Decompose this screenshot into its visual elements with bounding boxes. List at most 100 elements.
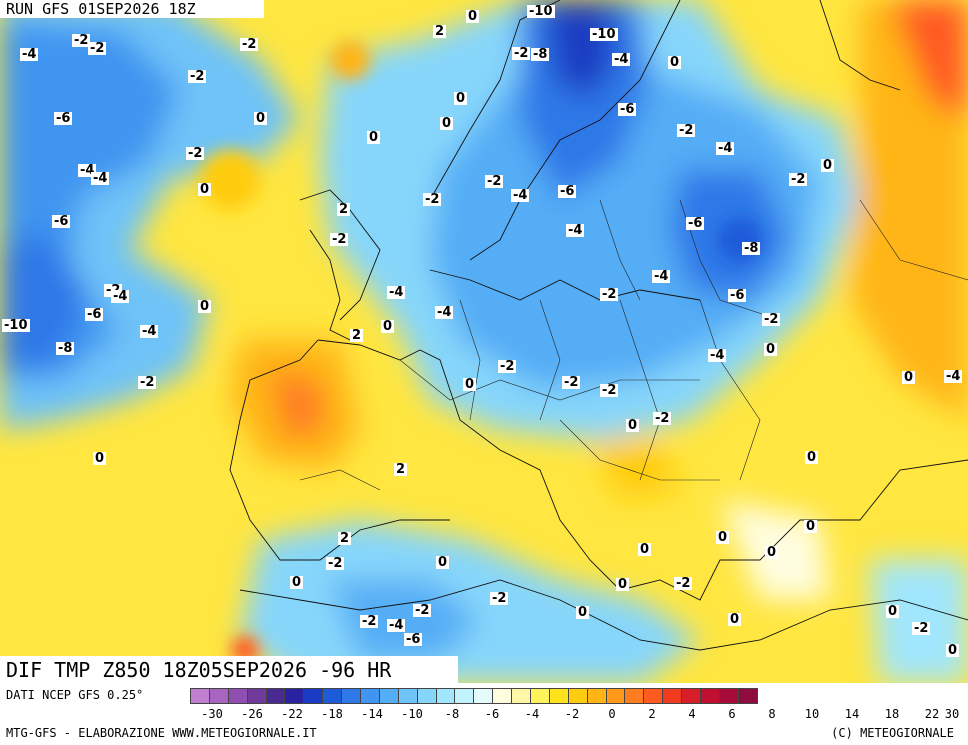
isoline-value: 0 — [886, 604, 900, 619]
color-scale-tick: 0 — [608, 707, 616, 721]
isoline-value: -4 — [612, 52, 631, 67]
isoline-value: -6 — [686, 216, 705, 231]
color-scale-tick: 30 — [944, 707, 960, 721]
isoline-value: 0 — [804, 519, 818, 534]
data-source-label: DATI NCEP GFS 0.25° — [6, 688, 144, 702]
isoline-value: -2 — [485, 174, 504, 189]
isoline-value: -6 — [728, 288, 747, 303]
color-swatch — [737, 688, 758, 704]
isoline-value: 0 — [805, 450, 819, 465]
isoline-value: -2 — [653, 411, 672, 426]
isoline-value: -6 — [558, 184, 577, 199]
color-scale-tick: -6 — [484, 707, 500, 721]
isoline-value: 0 — [440, 116, 454, 131]
color-swatch — [378, 688, 399, 704]
isoline-value: -4 — [140, 324, 159, 339]
isoline-value: -2 — [330, 232, 349, 247]
isoline-value: -4 — [566, 223, 585, 238]
isoline-value: 2 — [337, 202, 351, 217]
color-scale-tick: 22 — [924, 707, 940, 721]
color-scale-tick: -18 — [321, 707, 343, 721]
isoline-value: -2 — [789, 172, 808, 187]
isoline-value: 0 — [765, 545, 779, 560]
isoline-value: 2 — [433, 24, 447, 39]
isoline-value: -4 — [111, 289, 130, 304]
isoline-value: 0 — [902, 370, 916, 385]
isoline-value: 0 — [436, 555, 450, 570]
isoline-value: -4 — [435, 305, 454, 320]
isoline-value: -2 — [512, 46, 531, 61]
isoline-value: -10 — [590, 27, 618, 42]
isoline-value: -2 — [600, 383, 619, 398]
color-swatch — [303, 688, 324, 704]
isoline-value: -2 — [186, 146, 205, 161]
isoline-value: -2 — [912, 621, 931, 636]
isoline-value: -4 — [387, 285, 406, 300]
anomaly-detail — [200, 40, 762, 664]
color-scale-tick: 6 — [728, 707, 736, 721]
isoline-value: 0 — [93, 451, 107, 466]
isoline-value: -2 — [138, 375, 157, 390]
color-swatch — [322, 688, 343, 704]
color-swatch — [454, 688, 475, 704]
color-swatch — [548, 688, 569, 704]
credit-left: MTG-GFS - ELABORAZIONE WWW.METEOGIORNALE… — [6, 726, 317, 740]
isoline-value: -4 — [20, 47, 39, 62]
isoline-value: -4 — [708, 348, 727, 363]
color-scale-tick: -14 — [361, 707, 383, 721]
color-swatch — [360, 688, 380, 704]
isoline-value: 0 — [626, 418, 640, 433]
color-swatch — [341, 688, 362, 704]
color-swatch — [208, 688, 229, 704]
map-title: DIF TMP Z850 18Z05SEP2026 -96 HR — [0, 656, 458, 683]
color-swatch — [586, 688, 607, 704]
color-swatch — [530, 688, 550, 704]
isoline-value: -4 — [511, 188, 530, 203]
isoline-value: -2 — [498, 359, 517, 374]
isoline-value: 0 — [764, 342, 778, 357]
isoline-value: -6 — [52, 214, 71, 229]
isoline-value: -8 — [742, 241, 761, 256]
color-swatch — [567, 688, 588, 704]
color-swatch — [718, 688, 739, 704]
isoline-value: 0 — [616, 577, 630, 592]
color-scale-tick: -10 — [401, 707, 423, 721]
color-swatch — [246, 688, 267, 704]
isoline-value: -2 — [762, 312, 781, 327]
color-swatch — [662, 688, 683, 704]
color-swatch — [473, 688, 494, 704]
isoline-value: 0 — [638, 542, 652, 557]
isoline-value: 2 — [350, 328, 364, 343]
color-scale-ticks: -30 -26 -22 -18 -14 -10 -8 -6 -4 -2 0 2 4 6 8 10 14 18 22 3… — [0, 707, 968, 721]
isoline-value: 2 — [338, 531, 352, 546]
isoline-value: -2 — [413, 603, 432, 618]
isoline-value: 0 — [576, 605, 590, 620]
isoline-value: -2 — [423, 192, 442, 207]
isoline-value: 2 — [394, 462, 408, 477]
run-label: RUN GFS 01SEP2026 18Z — [0, 0, 264, 18]
color-swatch — [700, 688, 720, 704]
color-swatch — [190, 688, 210, 704]
color-scale-tick: -8 — [444, 707, 460, 721]
temperature-anomaly-map — [0, 0, 968, 683]
isoline-value: -4 — [91, 171, 110, 186]
color-swatch — [284, 688, 305, 704]
credit-right: (C) METEOGIORNALE — [831, 726, 954, 740]
legend-footer: DATI NCEP GFS 0.25° -30 -26 -22 -18 -14 -10 -8… — [0, 683, 968, 745]
isoline-value: -4 — [944, 369, 963, 384]
isoline-value: -6 — [54, 111, 73, 126]
isoline-value: 0 — [946, 643, 960, 658]
isoline-value: 0 — [668, 55, 682, 70]
isoline-value: -4 — [387, 618, 406, 633]
isoline-value: -2 — [326, 556, 345, 571]
color-swatch — [416, 688, 437, 704]
isoline-value: 0 — [381, 319, 395, 334]
isoline-value: -6 — [85, 307, 104, 322]
isoline-value: -8 — [56, 341, 75, 356]
isoline-value: 0 — [463, 377, 477, 392]
color-scale-tick: -2 — [564, 707, 580, 721]
isoline-value: 0 — [198, 182, 212, 197]
isoline-value: 0 — [728, 612, 742, 627]
color-scale-tick: -30 — [201, 707, 223, 721]
isoline-value: 0 — [198, 299, 212, 314]
